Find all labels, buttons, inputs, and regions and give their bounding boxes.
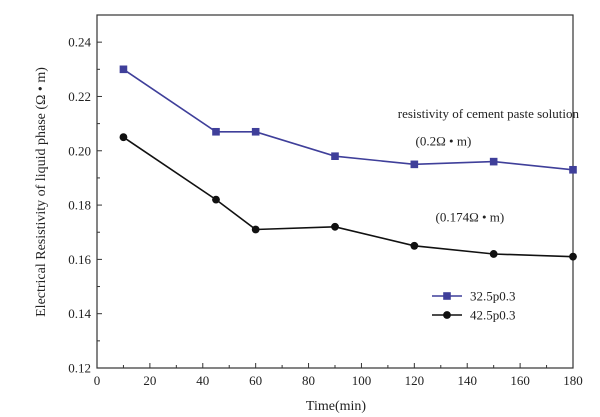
legend-label: 32.5p0.3 — [470, 289, 516, 304]
data-point — [119, 133, 128, 142]
series-1 — [119, 65, 577, 174]
annotation-3: (0.174Ω • m) — [435, 209, 504, 224]
y-tick-label: 0.24 — [68, 35, 91, 50]
data-point — [331, 222, 339, 231]
annotation-layer: resistivity of cement paste solution (0.2… — [398, 106, 580, 224]
data-point — [251, 225, 260, 234]
data-point — [119, 65, 128, 74]
y-axis: 0.12 0.14 0.16 0.18 0.20 0.22 0.24 — [68, 14, 102, 376]
x-tick-label: 100 — [352, 373, 372, 388]
data-point — [331, 152, 339, 160]
legend-item: 32.5p0.3 — [432, 289, 516, 304]
x-axis-title: Time(min) — [306, 399, 366, 414]
y-tick-label: 0.12 — [68, 361, 91, 376]
x-tick-label: 0 — [94, 373, 101, 388]
x-tick-label: 80 — [302, 373, 315, 388]
annotation-1: resistivity of cement paste solution — [398, 106, 580, 121]
series-line — [122, 136, 574, 258]
data-point — [569, 165, 577, 174]
data-point — [212, 127, 220, 136]
x-tick-label: 120 — [405, 373, 425, 388]
y-tick-label: 0.20 — [68, 143, 91, 158]
legend-label: 42.5p0.3 — [470, 308, 516, 323]
data-point — [410, 160, 419, 169]
x-tick-label: 60 — [249, 373, 262, 388]
y-axis-title: Electrical Resistivity of liquid phase (… — [34, 67, 49, 317]
x-tick-label: 180 — [563, 373, 583, 388]
data-point — [410, 241, 419, 250]
data-point — [489, 157, 498, 166]
series-2 — [119, 133, 577, 261]
legend-marker — [443, 292, 451, 300]
data-point — [251, 127, 260, 136]
data-point — [212, 195, 220, 204]
y-tick-label: 0.16 — [68, 252, 91, 267]
data-point — [569, 252, 577, 261]
annotation-2: (0.2Ω • m) — [416, 133, 472, 148]
x-tick-label: 140 — [457, 373, 477, 388]
x-tick-label: 40 — [196, 373, 209, 388]
y-tick-label: 0.22 — [68, 89, 91, 104]
legend: 32.5p0.3 42.5p0.3 — [432, 289, 516, 323]
y-tick-label: 0.14 — [68, 306, 91, 321]
y-tick-label: 0.18 — [68, 198, 91, 213]
data-point — [489, 250, 498, 258]
x-tick-label: 160 — [510, 373, 530, 388]
legend-marker — [443, 311, 451, 319]
x-axis: 0 20 40 60 80 100 120 140 160 180 — [94, 363, 583, 388]
x-tick-label: 20 — [143, 373, 156, 388]
legend-item: 42.5p0.3 — [432, 308, 516, 323]
series-layer — [119, 65, 577, 261]
